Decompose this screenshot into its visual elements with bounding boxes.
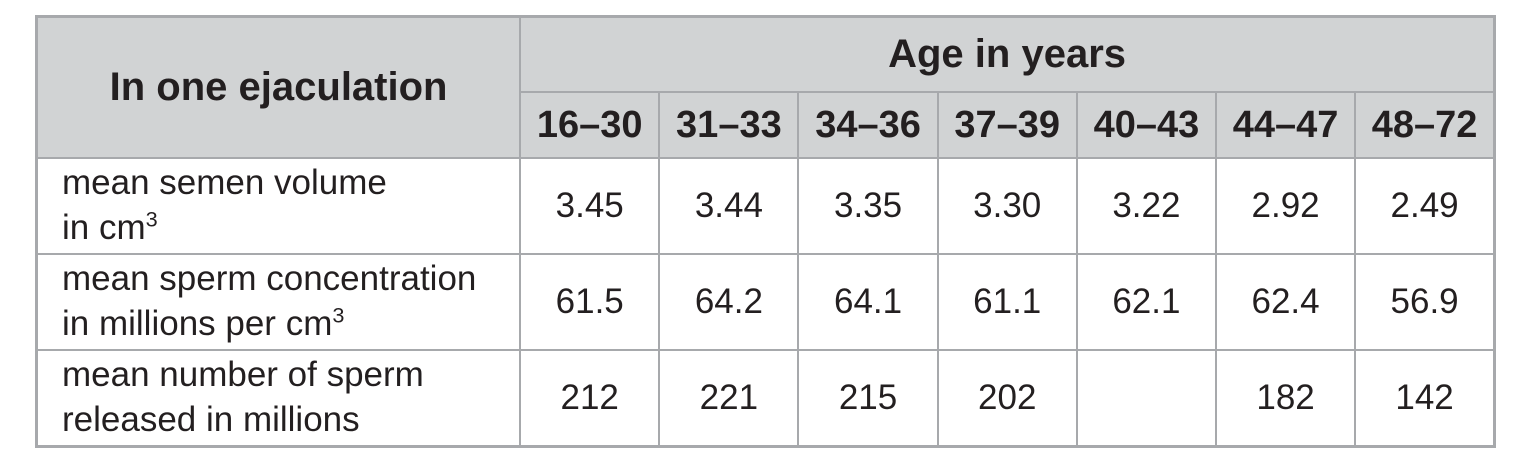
column-header-34-36: 34–36 <box>797 91 939 159</box>
column-header-16-30: 16–30 <box>519 91 661 159</box>
row-label-line1: mean semen volume <box>62 163 387 203</box>
column-header-48-72: 48–72 <box>1354 91 1496 159</box>
age-header-row: 16–30 31–33 34–36 37–39 40–43 44–47 48–7… <box>37 91 1496 159</box>
table-cell: 3.45 <box>519 157 661 255</box>
column-header-31-33: 31–33 <box>658 91 800 159</box>
column-group-header: Age in years <box>519 15 1496 93</box>
table-cell: 64.1 <box>797 253 939 351</box>
table-cell: 142 <box>1354 349 1496 447</box>
table-cell: 61.5 <box>519 253 661 351</box>
table-cell: 2.49 <box>1354 157 1496 255</box>
table-cell: 62.4 <box>1214 253 1357 351</box>
table-cell: 221 <box>658 349 800 447</box>
row-label-sperm-number: mean number of sperm released in million… <box>35 349 522 447</box>
table-cell: 64.2 <box>658 253 800 351</box>
table-cell: 3.44 <box>658 157 800 255</box>
row-label-line2: in millions per cm <box>62 304 333 343</box>
row-label-line2: released in millions <box>62 399 360 439</box>
table-cell: 2.92 <box>1214 157 1357 255</box>
table-cell: 182 <box>1214 349 1357 447</box>
table-cell: 215 <box>797 349 939 447</box>
table-cell: 62.1 <box>1075 253 1217 351</box>
table-cell: 56.9 <box>1354 253 1496 351</box>
row-label-sperm-concentration: mean sperm concentration in millions per… <box>35 253 522 351</box>
column-header-40-43: 40–43 <box>1075 91 1217 159</box>
table-cell: 61.1 <box>936 253 1078 351</box>
table-cell: 3.35 <box>797 157 939 255</box>
table-cell: 3.30 <box>936 157 1078 255</box>
table-row-sperm-number: mean number of sperm released in million… <box>35 349 1496 447</box>
column-header-37-39: 37–39 <box>936 91 1078 159</box>
row-label-line1: mean number of sperm <box>62 354 424 394</box>
data-table: In one ejaculation Age in years 16–30 31… <box>35 15 1496 448</box>
table-cell: 202 <box>936 349 1078 447</box>
table-cell: 212 <box>519 349 661 447</box>
superscript-3: 3 <box>332 302 345 328</box>
superscript-3: 3 <box>145 206 158 232</box>
table-row-semen-volume: mean semen volume in cm3 3.45 3.44 3.35 … <box>35 157 1496 255</box>
row-label-line2: in cm <box>62 208 146 247</box>
table-cell-empty <box>1075 349 1217 447</box>
row-label-line1: mean sperm concentration <box>62 259 477 299</box>
column-header-44-47: 44–47 <box>1214 91 1357 159</box>
row-label-semen-volume: mean semen volume in cm3 <box>35 157 522 255</box>
table-cell: 3.22 <box>1075 157 1217 255</box>
row-group-header: In one ejaculation <box>35 15 522 159</box>
table-row-sperm-concentration: mean sperm concentration in millions per… <box>35 253 1496 351</box>
header-group-row: In one ejaculation Age in years <box>35 15 1496 159</box>
